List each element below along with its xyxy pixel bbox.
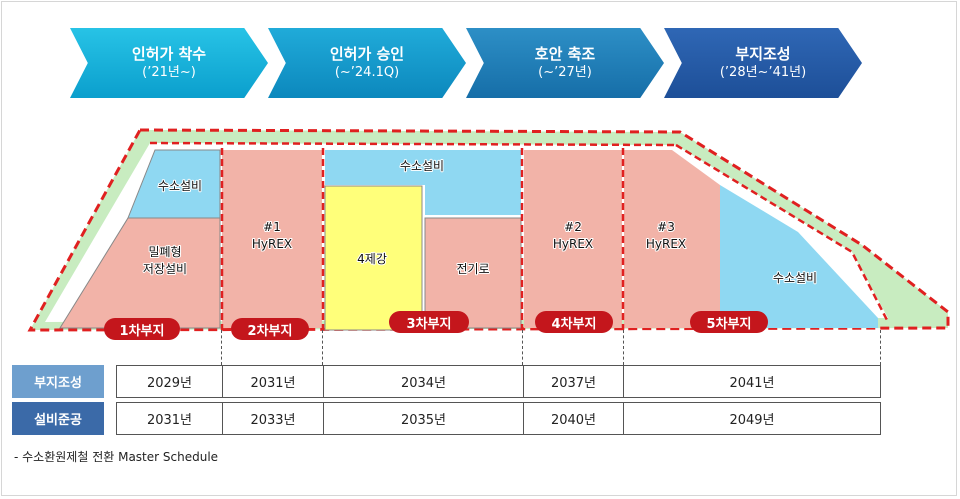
column-divider [221, 330, 222, 365]
site-badge-3: 3차부지 [389, 311, 469, 333]
table-cell: 2031년 [116, 402, 222, 435]
site-badge-2: 2차부지 [231, 318, 309, 340]
label-hyrex1-line2: HyREX [252, 237, 292, 251]
phase-title: 인허가 승인 [329, 45, 405, 63]
column-divider [623, 330, 624, 365]
zone-h2-right [720, 185, 878, 328]
table-cell: 2040년 [523, 402, 623, 435]
zone-steel-4 [324, 185, 423, 331]
column-divider [322, 330, 323, 365]
phase-title: 부지조성 [735, 45, 791, 63]
label-eaf: 전기로 [456, 262, 489, 276]
site-badge-5: 5차부지 [690, 311, 768, 333]
table-cell: 2033년 [222, 402, 323, 435]
site-badge-1: 1차부지 [104, 318, 180, 340]
label-hyrex3-line1: #3 [657, 220, 675, 234]
site-dividers [149, 141, 890, 330]
label-storage-line2: 저장설비 [143, 262, 187, 276]
table-cell: 2037년 [523, 365, 623, 398]
phase-site-development: 부지조성 (’28년~’41년) [664, 28, 862, 98]
phase-period: (’28년~’41년) [719, 65, 807, 80]
table-cell: 2049년 [623, 402, 881, 435]
phase-title: 호안 축조 [534, 45, 596, 63]
zone-storage [59, 217, 221, 329]
label-hyrex3-line2: HyREX [646, 237, 686, 251]
table-cell: 2041년 [623, 365, 881, 398]
zone-hyrex-1 [222, 150, 322, 328]
label-h2-top: 수소설비 [400, 159, 444, 173]
phase-permit-approval: 인허가 승인 (~’24.1Q) [268, 28, 466, 98]
label-h2-right: 수소설비 [773, 271, 817, 285]
site-badge-4: 4차부지 [535, 311, 613, 333]
label-h2-left: 수소설비 [158, 179, 202, 193]
phase-seawall-construction: 호안 축조 (~’27년) [466, 28, 664, 98]
phase-period: (’21년~) [142, 65, 196, 80]
label-hyrex2-line1: #2 [564, 220, 582, 234]
column-divider [880, 330, 881, 365]
phase-permit-start: 인허가 착수 (’21년~) [70, 28, 268, 98]
phase-period: (~’24.1Q) [334, 65, 400, 80]
row-header-site-development: 부지조성 [12, 365, 104, 398]
zone-hyrex-2 [524, 150, 622, 328]
phase-title: 인허가 착수 [131, 45, 207, 63]
zone-hyrex-3 [624, 150, 720, 328]
column-divider [522, 330, 523, 365]
footnote: - 수소환원제철 전환 Master Schedule [14, 450, 219, 464]
table-cell: 2035년 [323, 402, 523, 435]
table-cell: 2034년 [323, 365, 523, 398]
row-header-facility-completion: 설비준공 [12, 402, 104, 435]
table-cell: 2031년 [222, 365, 323, 398]
label-hyrex2-line2: HyREX [553, 237, 593, 251]
phase-period: (~’27년) [538, 65, 592, 80]
label-steel-4: 4제강 [357, 252, 387, 266]
table-cell: 2029년 [116, 365, 222, 398]
label-storage-line1: 밀폐형 [148, 245, 181, 259]
label-hyrex1-line1: #1 [263, 220, 281, 234]
zone-eaf [424, 217, 522, 329]
